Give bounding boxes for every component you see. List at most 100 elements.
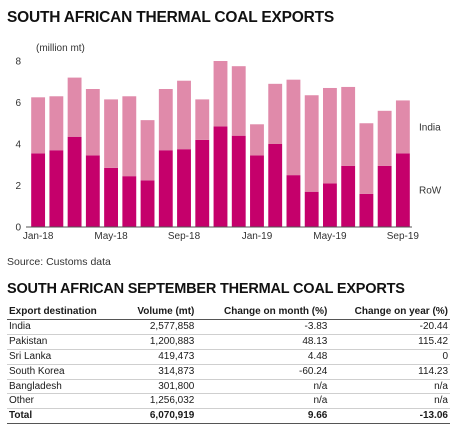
cell-change-month: -3.83 xyxy=(196,319,330,335)
bar-india-apr-19 xyxy=(304,95,319,192)
bar-india-jan-18 xyxy=(31,97,46,154)
bar-row-dec-18 xyxy=(231,135,246,227)
cell-change-year: 0 xyxy=(329,349,450,365)
cell-change-month: n/a xyxy=(196,393,330,410)
x-tick-label: Sep-19 xyxy=(387,231,420,242)
cell-volume: 314,873 xyxy=(120,364,197,380)
bar-india-jun-18 xyxy=(122,96,137,177)
source-note: Source: Customs data xyxy=(7,256,111,268)
chart-title: SOUTH AFRICAN THERMAL COAL EXPORTS xyxy=(7,9,335,26)
bar-row-jun-18 xyxy=(122,176,137,227)
header-change-month: Change on month (%) xyxy=(196,305,330,320)
x-tick-label: Jan-19 xyxy=(242,231,273,242)
bar-india-apr-18 xyxy=(85,89,100,156)
bar-india-sep-19 xyxy=(395,100,410,154)
bar-row-jun-19 xyxy=(341,165,356,227)
table-row: Sri Lanka 419,473 4.48 0 xyxy=(7,349,450,365)
bar-india-jan-19 xyxy=(250,124,264,156)
cell-change-month: 48.13 xyxy=(196,334,330,350)
y-axis-label: (million mt) xyxy=(36,43,85,54)
bar-row-jan-18 xyxy=(31,153,46,227)
table-header-row: Export destination Volume (mt) Change on… xyxy=(7,305,450,320)
bar-row-feb-19 xyxy=(268,144,283,227)
bar-row-aug-18 xyxy=(158,150,173,227)
bar-row-nov-18 xyxy=(213,126,228,227)
x-tick-label: Jan-18 xyxy=(23,231,54,242)
cell-change-year: 114.23 xyxy=(329,364,450,380)
legend-label-india: India xyxy=(419,122,441,133)
table-title: SOUTH AFRICAN SEPTEMBER THERMAL COAL EXP… xyxy=(7,281,405,297)
total-change-year: -13.06 xyxy=(329,408,450,425)
bar-row-jul-18 xyxy=(140,180,155,227)
bar-row-mar-18 xyxy=(67,136,82,227)
bar-row-aug-19 xyxy=(377,165,392,227)
bar-india-aug-18 xyxy=(158,89,173,151)
cell-change-year: n/a xyxy=(329,393,450,410)
cell-destination: Pakistan xyxy=(7,334,121,350)
bar-row-mar-19 xyxy=(286,175,301,228)
cell-change-month: 4.48 xyxy=(196,349,330,365)
total-label: Total xyxy=(7,408,121,425)
table-row: India 2,577,858 -3.83 -20.44 xyxy=(7,319,450,335)
y-tick-label: 0 xyxy=(15,223,21,234)
exports-table: Export destination Volume (mt) Change on… xyxy=(7,305,450,425)
bar-row-jan-19 xyxy=(250,155,264,227)
bar-row-apr-18 xyxy=(85,155,100,227)
bar-india-aug-19 xyxy=(377,110,392,166)
cell-volume: 1,200,883 xyxy=(120,334,197,350)
table-row: Pakistan 1,200,883 48.13 115.42 xyxy=(7,334,450,350)
bar-india-oct-18 xyxy=(195,99,210,140)
bar-india-mar-18 xyxy=(67,77,82,137)
cell-destination: South Korea xyxy=(7,364,121,380)
bar-india-may-19 xyxy=(323,87,337,184)
x-tick-label: May-18 xyxy=(94,231,128,242)
header-change-year: Change on year (%) xyxy=(329,305,450,320)
table-row: Bangladesh 301,800 n/a n/a xyxy=(7,379,450,395)
cell-volume: 2,577,858 xyxy=(120,319,197,335)
cell-change-month: n/a xyxy=(196,379,330,395)
cell-change-year: -20.44 xyxy=(329,319,450,335)
bar-india-nov-18 xyxy=(213,61,228,127)
total-volume: 6,070,919 xyxy=(120,408,197,425)
bar-india-may-18 xyxy=(104,99,118,168)
bar-india-feb-19 xyxy=(268,83,283,144)
bar-india-feb-18 xyxy=(49,96,64,151)
cell-destination: India xyxy=(7,319,121,335)
cell-volume: 1,256,032 xyxy=(120,393,197,410)
bar-row-sep-18 xyxy=(177,149,191,227)
stacked-bar-chart: (million mt) 0 2 4 6 8 Jan-18 May-18 Sep-18 Jan-1… xyxy=(15,43,442,242)
bar-row-jul-19 xyxy=(359,193,374,227)
total-change-month: 9.66 xyxy=(196,408,330,425)
cell-volume: 419,473 xyxy=(120,349,197,365)
bar-row-sep-19 xyxy=(395,153,410,227)
table-total-row: Total 6,070,919 9.66 -13.06 xyxy=(7,408,450,425)
y-tick-label: 4 xyxy=(15,140,21,151)
cell-volume: 301,800 xyxy=(120,379,197,395)
y-tick-label: 8 xyxy=(15,57,21,68)
y-tick-label: 6 xyxy=(15,98,21,109)
bar-india-mar-19 xyxy=(286,79,301,176)
cell-destination: Other xyxy=(7,393,121,410)
cell-change-year: n/a xyxy=(329,379,450,395)
cell-destination: Bangladesh xyxy=(7,379,121,395)
bar-india-sep-18 xyxy=(177,80,191,150)
bar-row-oct-18 xyxy=(195,139,210,227)
bar-india-jun-19 xyxy=(341,86,356,166)
bar-row-feb-18 xyxy=(49,150,64,227)
table-row: South Korea 314,873 -60.24 114.23 xyxy=(7,364,450,380)
x-tick-label: Sep-18 xyxy=(168,231,201,242)
cell-destination: Sri Lanka xyxy=(7,349,121,365)
legend-label-row: RoW xyxy=(419,186,442,197)
bar-row-may-18 xyxy=(104,167,118,227)
bar-row-may-19 xyxy=(323,183,337,227)
bar-row-apr-19 xyxy=(304,191,319,227)
table-row: Other 1,256,032 n/a n/a xyxy=(7,393,450,410)
y-tick-label: 2 xyxy=(15,181,21,192)
cell-change-month: -60.24 xyxy=(196,364,330,380)
header-destination: Export destination xyxy=(7,305,121,320)
bar-india-jul-18 xyxy=(140,120,155,181)
x-tick-label: May-19 xyxy=(313,231,347,242)
bar-india-jul-19 xyxy=(359,123,374,194)
cell-change-year: 115.42 xyxy=(329,334,450,350)
bar-india-dec-18 xyxy=(231,66,246,136)
